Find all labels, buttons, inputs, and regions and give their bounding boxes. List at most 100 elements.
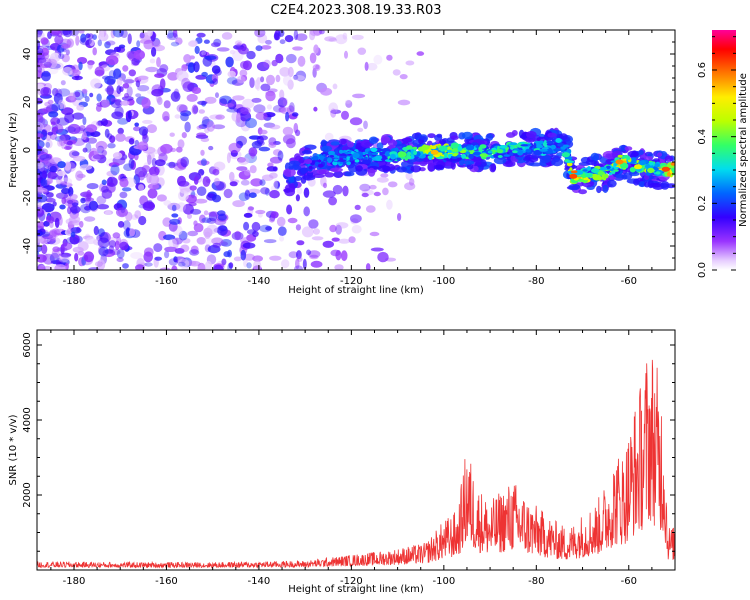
noise-blob xyxy=(196,186,207,196)
noise-blob xyxy=(59,177,73,186)
noise-blob xyxy=(58,216,63,226)
noise-blob xyxy=(37,174,40,179)
noise-blob xyxy=(119,178,129,188)
noise-blob xyxy=(48,230,57,242)
signal-core-blob xyxy=(354,159,360,163)
noise-blob xyxy=(183,54,192,63)
signal-core-blob xyxy=(413,150,417,155)
noise-blob xyxy=(322,240,334,248)
snr-panel: -180 -160 -140 -120 -100 -80 -60 200040006000 … xyxy=(8,329,676,595)
signal-core-blob xyxy=(465,145,475,151)
noise-blob xyxy=(65,143,73,150)
signal-halo-blob xyxy=(376,142,384,150)
noise-blob xyxy=(200,149,205,156)
spectrogram-panel: -180 -160 -140 -120 -100 -80 -60 -40 -20 0 20 40 H… xyxy=(8,29,676,296)
noise-blob xyxy=(154,159,166,167)
signal-core-blob xyxy=(375,155,383,161)
noise-blob xyxy=(297,256,303,262)
noise-blob xyxy=(107,143,116,149)
signal-core-blob xyxy=(397,151,407,158)
noise-blob xyxy=(64,112,75,124)
signal-core-blob xyxy=(671,168,675,174)
noise-blob xyxy=(252,255,263,262)
x-tick-label: -160 xyxy=(155,276,178,287)
noise-blob xyxy=(137,75,149,81)
noise-blob xyxy=(324,132,334,142)
signal-core-blob xyxy=(461,153,467,159)
noise-blob xyxy=(286,138,296,149)
signal-halo-blob xyxy=(348,164,358,173)
noise-blob xyxy=(279,67,291,77)
noise-blob xyxy=(48,111,59,118)
signal-core-blob xyxy=(546,140,554,144)
noise-blob xyxy=(186,93,198,102)
noise-blob xyxy=(399,74,408,80)
noise-blob xyxy=(122,65,129,72)
noise-blob xyxy=(138,184,145,191)
noise-blob xyxy=(198,109,205,114)
noise-blob xyxy=(87,60,95,66)
signal-peak xyxy=(569,173,578,179)
noise-blob xyxy=(64,146,72,150)
noise-blob xyxy=(236,112,241,124)
noise-blob xyxy=(258,146,271,152)
noise-blob xyxy=(101,179,107,186)
noise-blob xyxy=(37,53,44,58)
noise-blob xyxy=(212,78,218,85)
noise-blob xyxy=(137,141,149,151)
snr-y-axis-label: SNR (10 * v/v) xyxy=(8,414,19,485)
noise-blob xyxy=(42,157,50,162)
noise-blob xyxy=(268,141,277,148)
noise-blob xyxy=(221,32,233,40)
noise-blob xyxy=(263,122,276,128)
signal-core-blob xyxy=(448,153,451,159)
noise-blob xyxy=(97,237,110,249)
noise-blob xyxy=(55,258,62,265)
signal-core-blob xyxy=(561,152,571,158)
x-tick-label: -100 xyxy=(432,576,455,587)
signal-core-blob xyxy=(370,147,378,152)
noise-blob xyxy=(329,224,337,233)
noise-blob xyxy=(38,162,45,172)
noise-blob xyxy=(243,253,255,261)
noise-blob xyxy=(176,202,187,212)
noise-blob xyxy=(164,250,170,259)
signal-core-blob xyxy=(539,148,548,152)
noise-blob xyxy=(206,120,215,132)
noise-blob xyxy=(296,240,305,246)
signal-halo-blob xyxy=(502,160,516,168)
signal-core-blob xyxy=(655,171,661,175)
noise-blob xyxy=(79,203,92,214)
noise-blob xyxy=(335,222,349,229)
noise-blob xyxy=(100,30,105,41)
noise-blob xyxy=(37,66,42,73)
noise-blob xyxy=(217,225,228,236)
noise-blob xyxy=(268,217,275,223)
noise-blob xyxy=(50,117,61,125)
y-tick-label: -40 xyxy=(22,238,33,254)
noise-blob xyxy=(243,213,253,218)
noise-blob xyxy=(104,210,112,215)
snr-plot-area xyxy=(37,330,675,570)
noise-blob xyxy=(251,97,262,103)
noise-blob xyxy=(163,100,171,109)
noise-blob xyxy=(182,81,195,92)
noise-blob xyxy=(57,88,71,97)
signal-core-blob xyxy=(570,170,578,174)
noise-blob xyxy=(315,64,320,70)
noise-blob xyxy=(149,166,160,177)
noise-blob xyxy=(249,77,255,89)
noise-blob xyxy=(170,91,181,102)
signal-halo-blob xyxy=(551,158,564,167)
noise-blob xyxy=(266,166,278,172)
noise-blob xyxy=(134,122,139,127)
noise-blob xyxy=(81,131,87,140)
noise-blob xyxy=(85,193,92,202)
noise-blob xyxy=(229,171,235,182)
noise-blob xyxy=(37,236,45,243)
x-tick-label: -180 xyxy=(63,276,86,287)
signal-halo-blob xyxy=(493,156,507,165)
spectrogram-marks xyxy=(37,30,675,270)
signal-halo-blob xyxy=(377,165,391,172)
noise-blob xyxy=(212,242,221,248)
